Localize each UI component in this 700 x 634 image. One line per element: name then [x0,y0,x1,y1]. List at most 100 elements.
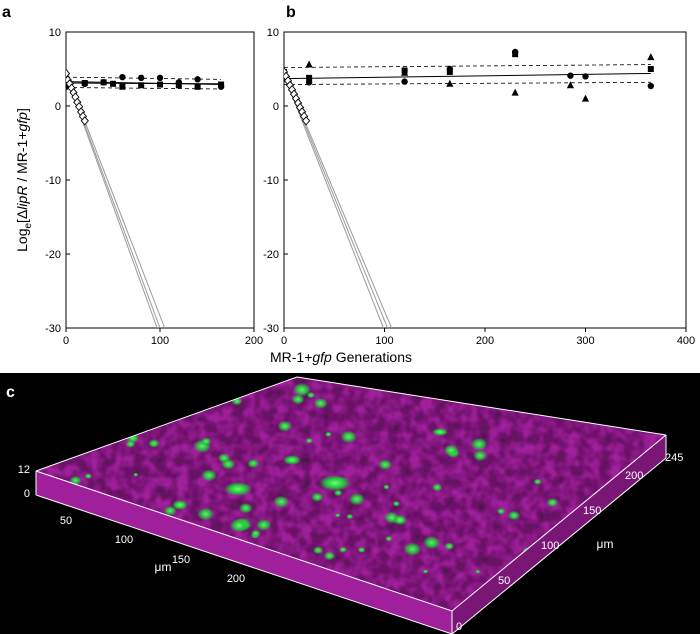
gfp-cluster [224,482,252,496]
gfp-cell [378,459,393,470]
data-point-square-filled [306,74,313,81]
data-point-diamond-open [66,68,71,79]
gfp-cluster [283,455,301,465]
gfp-cell [247,458,260,469]
gfp-cell [277,420,292,432]
y-tick-label-c: 50 [498,575,510,587]
gfp-cell [238,502,253,514]
data-point-square-filled [119,83,126,90]
y-tick-label-c: 245 [665,452,683,464]
gfp-cell [443,444,459,456]
x-tick-label: 0 [63,335,69,347]
gfp-cell [293,382,311,397]
x-tick-label: 100 [375,335,393,347]
data-point-triangle-filled [566,81,575,89]
y-tick-label-c: 0 [456,621,462,633]
fit-line-solid [284,72,651,80]
gfp-cell [475,569,481,574]
data-point-triangle-filled [511,88,519,96]
gfp-cell [163,505,177,516]
gfp-cell [313,398,328,409]
data-point-circle-filled [119,73,126,81]
data-point-circle-filled [194,76,201,83]
x-unit-label: μm [155,560,172,574]
gfp-cell [431,483,443,492]
y-tick-label: -10 [263,175,279,187]
gfp-cell [507,510,521,521]
plot-frame [283,31,687,329]
x-tick-label-c: 50 [60,515,72,527]
data-point-circle-filled [138,74,145,82]
data-point-triangle-filled [305,60,313,68]
gfp-cell [470,437,488,451]
data-point-circle-filled [567,72,574,79]
biofilm-right-face [452,435,666,634]
gfp-cell [312,546,324,555]
gfp-cell [357,546,366,553]
y-tick-label: -10 [45,175,61,187]
data-point-square-filled [81,80,88,87]
z-tick-label: 0 [24,488,30,500]
confocal-panel: c 12 0 50 100 150 200 0 50 100 150 200 245 μm μm [0,373,700,634]
data-point-square-filled [110,80,116,87]
y-tick-label: -30 [45,323,61,335]
y-tick-label-c: 100 [541,540,559,552]
gfp-cell [533,478,542,485]
biofilm-front-face [36,471,452,634]
gfp-cell [200,437,212,446]
x-tick-label-c: 100 [115,534,133,546]
gfp-cell [133,472,139,477]
gfp-cell [346,513,354,520]
y-tick-label-c: 150 [583,505,601,517]
gfp-cell [422,569,429,574]
y-unit-label: μm [597,537,614,551]
gfp-cell [323,551,336,561]
gfp-cell [256,518,272,531]
gfp-cell [221,458,236,470]
gfp-cell [392,500,401,507]
data-point-circle-filled [582,73,589,80]
data-point-square-filled [194,83,201,90]
data-point-triangle-filled [647,53,655,61]
gfp-cell [496,507,506,515]
data-point-circle-filled [647,82,655,90]
data-point-square-filled [512,51,519,58]
gfp-cell [333,489,343,497]
gfp-cell [339,546,348,553]
x-tick-label: 0 [281,335,287,347]
y-tick-label: 10 [267,27,279,39]
data-point-diamond-open [302,116,311,126]
gfp-cell [201,469,217,482]
data-point-square-filled [647,66,654,72]
x-tick-label: 300 [576,335,594,347]
panel-label-b: b [286,4,296,21]
gfp-cell [444,542,455,550]
fit-line-dashed [284,64,651,68]
gfp-cluster [393,515,407,525]
gfp-cell [348,492,365,506]
gfp-cell [250,529,261,538]
gfp-cluster [432,428,448,436]
gfp-cell [306,391,316,399]
data-point-square-filled [157,81,163,88]
gfp-cells [69,382,624,579]
data-point-triangle-filled [401,68,409,76]
gfp-cell [148,439,160,448]
y-tick-label-c: 200 [625,470,643,482]
gfp-cell [84,473,93,480]
y-tick-label: 0 [273,101,279,113]
y-axis-label: Loge[ΔlipR / MR-1+gfp] [14,108,34,252]
gfp-cell [273,495,289,508]
gfp-cell [229,518,248,533]
y-tick-label: -30 [263,323,279,335]
x-tick-label: 400 [677,335,695,347]
gfp-cell [422,536,441,550]
gfp-cell [385,535,393,542]
x-tick-label: 200 [245,335,263,347]
gfp-cell [403,542,422,556]
panel-label-c: c [6,384,15,401]
z-tick-label: 12 [18,464,30,476]
gfp-cell [340,430,357,444]
data-point-square-filled [218,81,225,88]
data-point-diamond-open [80,116,89,126]
